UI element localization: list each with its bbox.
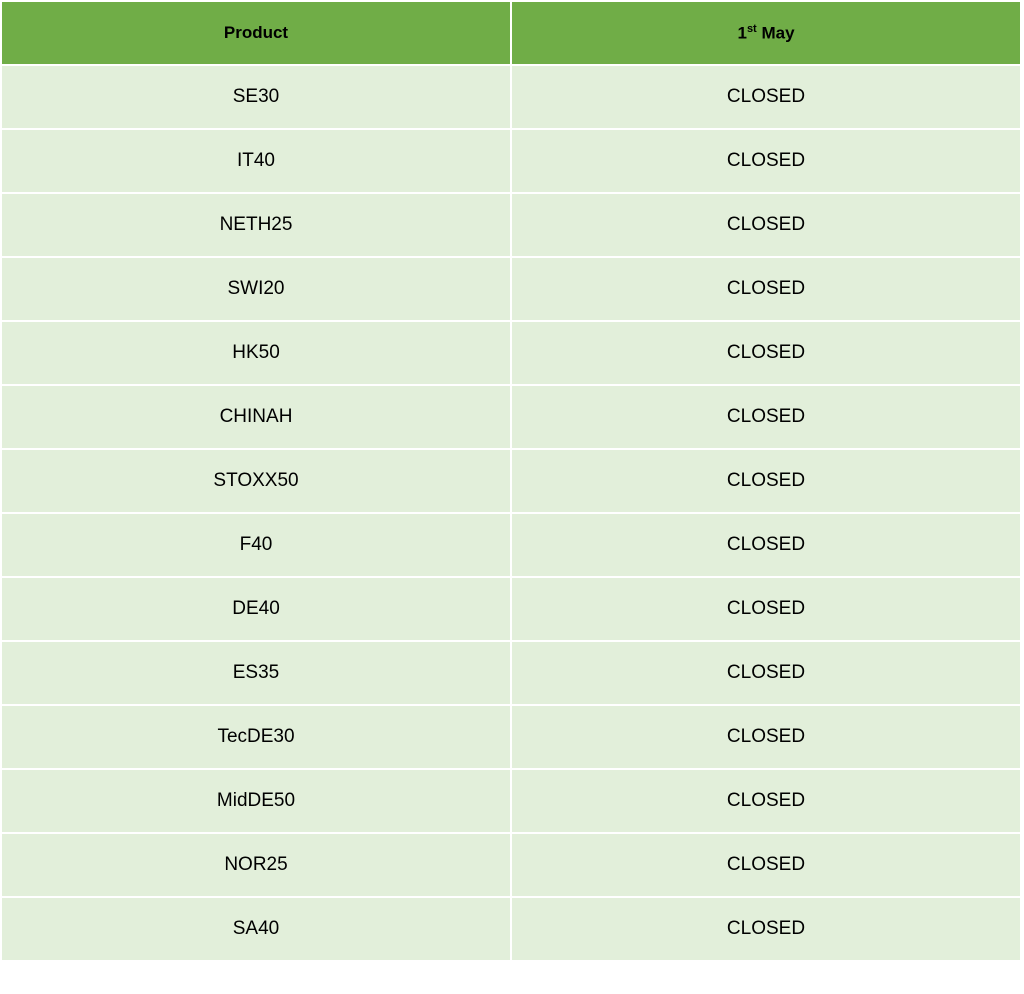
status-cell: CLOSED [510, 448, 1022, 514]
status-cell: CLOSED [510, 832, 1022, 898]
status-cell: CLOSED [510, 640, 1022, 706]
table-row: STOXX50 CLOSED [0, 448, 1022, 514]
table-row: NETH25 CLOSED [0, 192, 1022, 258]
table-row: F40 CLOSED [0, 512, 1022, 578]
table-row: DE40 CLOSED [0, 576, 1022, 642]
date-month: May [761, 23, 795, 43]
product-cell: STOXX50 [0, 448, 512, 514]
table-row: SA40 CLOSED [0, 896, 1022, 962]
product-cell: SE30 [0, 64, 512, 130]
table-row: CHINAH CLOSED [0, 384, 1022, 450]
table-row: NOR25 CLOSED [0, 832, 1022, 898]
status-cell: CLOSED [510, 896, 1022, 962]
product-cell: SWI20 [0, 256, 512, 322]
table-row: IT40 CLOSED [0, 128, 1022, 194]
table-row: HK50 CLOSED [0, 320, 1022, 386]
holiday-schedule-table: Product 1st May SE30 CLOSED IT40 CLOSED NETH… [0, 0, 1022, 962]
date-suffix: st [746, 22, 757, 35]
table-row: TecDE30 CLOSED [0, 704, 1022, 770]
status-cell: CLOSED [510, 64, 1022, 130]
product-cell: CHINAH [0, 384, 512, 450]
header-product: Product [0, 0, 512, 66]
product-cell: IT40 [0, 128, 512, 194]
date-day: 1 [737, 23, 747, 43]
product-cell: F40 [0, 512, 512, 578]
table-row: ES35 CLOSED [0, 640, 1022, 706]
product-cell: MidDE50 [0, 768, 512, 834]
product-cell: ES35 [0, 640, 512, 706]
header-date: 1st May [510, 0, 1022, 66]
product-cell: NOR25 [0, 832, 512, 898]
status-cell: CLOSED [510, 576, 1022, 642]
status-cell: CLOSED [510, 256, 1022, 322]
status-cell: CLOSED [510, 704, 1022, 770]
product-cell: DE40 [0, 576, 512, 642]
status-cell: CLOSED [510, 192, 1022, 258]
status-cell: CLOSED [510, 384, 1022, 450]
table-row: SE30 CLOSED [0, 64, 1022, 130]
header-row: Product 1st May [0, 0, 1022, 66]
product-cell: NETH25 [0, 192, 512, 258]
table-row: MidDE50 CLOSED [0, 768, 1022, 834]
product-cell: HK50 [0, 320, 512, 386]
status-cell: CLOSED [510, 768, 1022, 834]
status-cell: CLOSED [510, 512, 1022, 578]
product-cell: SA40 [0, 896, 512, 962]
product-cell: TecDE30 [0, 704, 512, 770]
status-cell: CLOSED [510, 320, 1022, 386]
status-cell: CLOSED [510, 128, 1022, 194]
table-row: SWI20 CLOSED [0, 256, 1022, 322]
